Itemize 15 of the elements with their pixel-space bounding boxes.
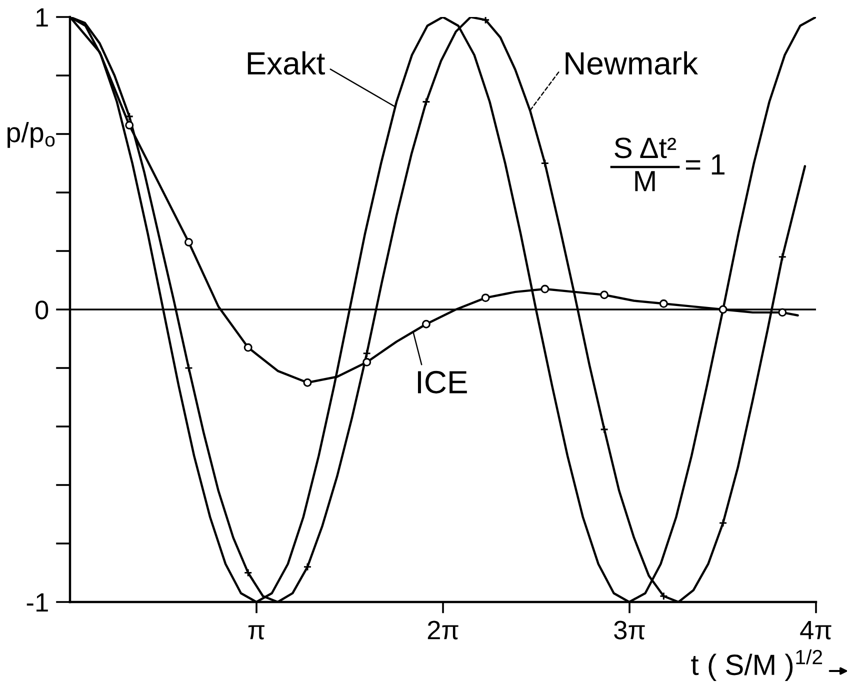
- x-tick-label: 4π: [800, 621, 832, 640]
- series-label: Newmark: [566, 51, 698, 75]
- y-tick-label: -1: [26, 593, 48, 612]
- x-tick-label: 2π: [428, 620, 458, 640]
- y-tick-label: 0: [36, 300, 48, 320]
- legend-label: ICE: [418, 370, 467, 394]
- annotation: S Δt²: [614, 138, 676, 158]
- text: Exakt: [248, 51, 325, 75]
- annotation: = 1: [686, 154, 724, 175]
- annotation: M: [635, 171, 655, 192]
- x-tick-label: 3π: [614, 620, 645, 640]
- y-tick-label: 1: [36, 8, 48, 27]
- x-axis-title: t ( S/M )$^{1/2}$: [691, 649, 822, 681]
- y-axis-title: p/p$_{o}$: [8, 122, 55, 148]
- x-tick-label: π: [248, 625, 264, 640]
